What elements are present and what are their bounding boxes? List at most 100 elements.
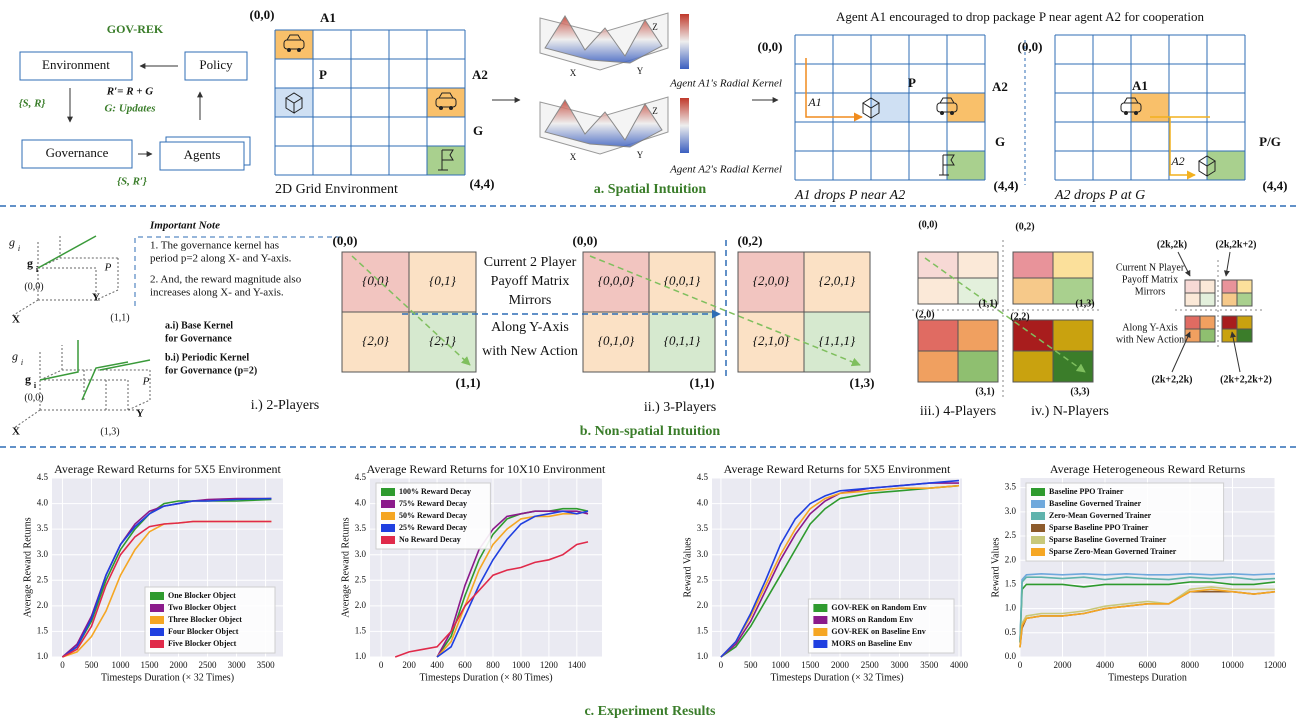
legend-swatch: [1031, 488, 1045, 496]
x-tick-label: 0: [719, 660, 724, 670]
legend-label: No Reward Decay: [399, 535, 461, 544]
label: X: [12, 314, 20, 326]
matrix-cell: [1237, 293, 1252, 306]
label: (1,3): [1075, 298, 1094, 309]
label: (0,0): [24, 392, 43, 403]
colorbar: [680, 14, 689, 69]
legend-swatch: [150, 604, 164, 612]
label: Y: [637, 66, 644, 76]
legend-label: Three Blocker Object: [168, 615, 242, 624]
label: Z: [652, 22, 658, 32]
matrix-cell: [1053, 351, 1093, 382]
x-tick-label: 1500: [801, 660, 820, 670]
note-title: Important Note: [149, 220, 220, 232]
legend-swatch: [1031, 500, 1045, 508]
caption: iii.) 4-Players: [920, 404, 996, 419]
chart-title: Average Reward Returns for 10X10 Environ…: [367, 462, 606, 476]
label: Z: [652, 106, 658, 116]
legend-label: Sparse Baseline PPO Trainer: [1049, 523, 1149, 532]
label: g: [9, 235, 15, 249]
x-tick-label: 200: [402, 660, 416, 670]
matrix-cell: [958, 351, 998, 382]
y-tick-label: 2.0: [1005, 554, 1017, 564]
grid-cell: [947, 93, 985, 122]
label: Along Y-Axis: [1122, 322, 1178, 333]
car-icon: [439, 106, 443, 110]
x-tick-label: 3000: [228, 660, 247, 670]
label: P: [104, 262, 112, 274]
cell-label: {2,0,1}: [819, 273, 856, 288]
y-tick-label: 4.5: [697, 472, 709, 482]
legend-swatch: [150, 640, 164, 648]
y-tick-label: 2.0: [37, 600, 49, 610]
x-tick-label: 0: [1018, 660, 1023, 670]
legend-label: 50% Reward Decay: [399, 511, 467, 520]
grid-cell: [275, 30, 313, 59]
x-tick-label: 12000: [1264, 660, 1287, 670]
y-tick-label: 0.5: [1005, 627, 1017, 637]
x-tick-label: 3500: [920, 660, 939, 670]
label: i: [21, 358, 23, 367]
label: Mirrors: [1135, 286, 1166, 297]
legend-swatch: [813, 604, 827, 612]
legend-swatch: [813, 628, 827, 636]
legend-label: One Blocker Object: [168, 591, 236, 600]
label: g: [27, 256, 33, 270]
y-tick-label: 3.0: [697, 549, 709, 559]
heading: Agent A1 encouraged to drop package P ne…: [836, 9, 1205, 24]
legend-label: Baseline PPO Trainer: [1049, 487, 1124, 496]
label: (0,2): [738, 233, 763, 248]
x-tick-label: 2500: [861, 660, 880, 670]
y-tick-label: 4.0: [37, 498, 49, 508]
matrix-cell: [1200, 316, 1215, 329]
label: X: [570, 152, 577, 162]
box-label: Agents: [184, 147, 221, 162]
cell-label: {0,0,1}: [664, 273, 701, 288]
label: X: [570, 68, 577, 78]
cell-label: {2,1,0}: [753, 333, 790, 348]
label: with New Action: [482, 344, 578, 359]
legend-label: MORS on Random Env: [831, 615, 913, 624]
grid-cell: [1207, 151, 1245, 180]
label: A1: [320, 10, 336, 25]
matrix-cell: [1185, 280, 1200, 293]
matrix-cell: [1053, 320, 1093, 351]
matrix-cell: [1185, 293, 1200, 306]
x-tick-label: 1500: [141, 660, 160, 670]
label: (1,3): [850, 375, 875, 390]
cell-label: {2,0}: [362, 333, 389, 348]
legend-label: Baseline Governed Trainer: [1049, 499, 1142, 508]
connector: [1226, 252, 1230, 276]
matrix-cell: [1222, 293, 1237, 306]
cell-label: {0,0}: [362, 273, 389, 288]
caption: c. Experiment Results: [584, 704, 716, 719]
label: P/G: [1259, 134, 1281, 149]
y-tick-label: 4.0: [355, 498, 367, 508]
box-label: Environment: [42, 57, 110, 72]
x-tick-label: 10000: [1221, 660, 1244, 670]
matrix-cell: [1200, 293, 1215, 306]
label: A2: [992, 79, 1008, 94]
y-tick-label: 3.5: [697, 523, 709, 533]
x-tick-label: 600: [458, 660, 472, 670]
matrix-cell: [1200, 280, 1215, 293]
legend-label: 25% Reward Decay: [399, 523, 467, 532]
label: (1,3): [100, 426, 119, 437]
label: (1,1): [690, 375, 715, 390]
legend-label: 100% Reward Decay: [399, 487, 471, 496]
y-axis-label: Average Reward Returns: [340, 517, 351, 617]
legend-swatch: [1031, 512, 1045, 520]
label: (1,1): [978, 298, 997, 309]
legend-label: Four Blocker Object: [168, 627, 239, 636]
label: (0,0): [24, 281, 43, 292]
y-tick-label: 2.0: [697, 600, 709, 610]
matrix-cell: [918, 278, 958, 304]
diagram-title: GOV-REK: [107, 22, 164, 36]
note: 2. And, the reward magnitude also: [150, 274, 302, 286]
x-tick-label: 2000: [170, 660, 189, 670]
legend-label: 75% Reward Decay: [399, 499, 467, 508]
x-tick-label: 4000: [1096, 660, 1115, 670]
x-tick-label: 500: [85, 660, 99, 670]
label: (1,1): [456, 375, 481, 390]
car-icon: [287, 48, 291, 52]
